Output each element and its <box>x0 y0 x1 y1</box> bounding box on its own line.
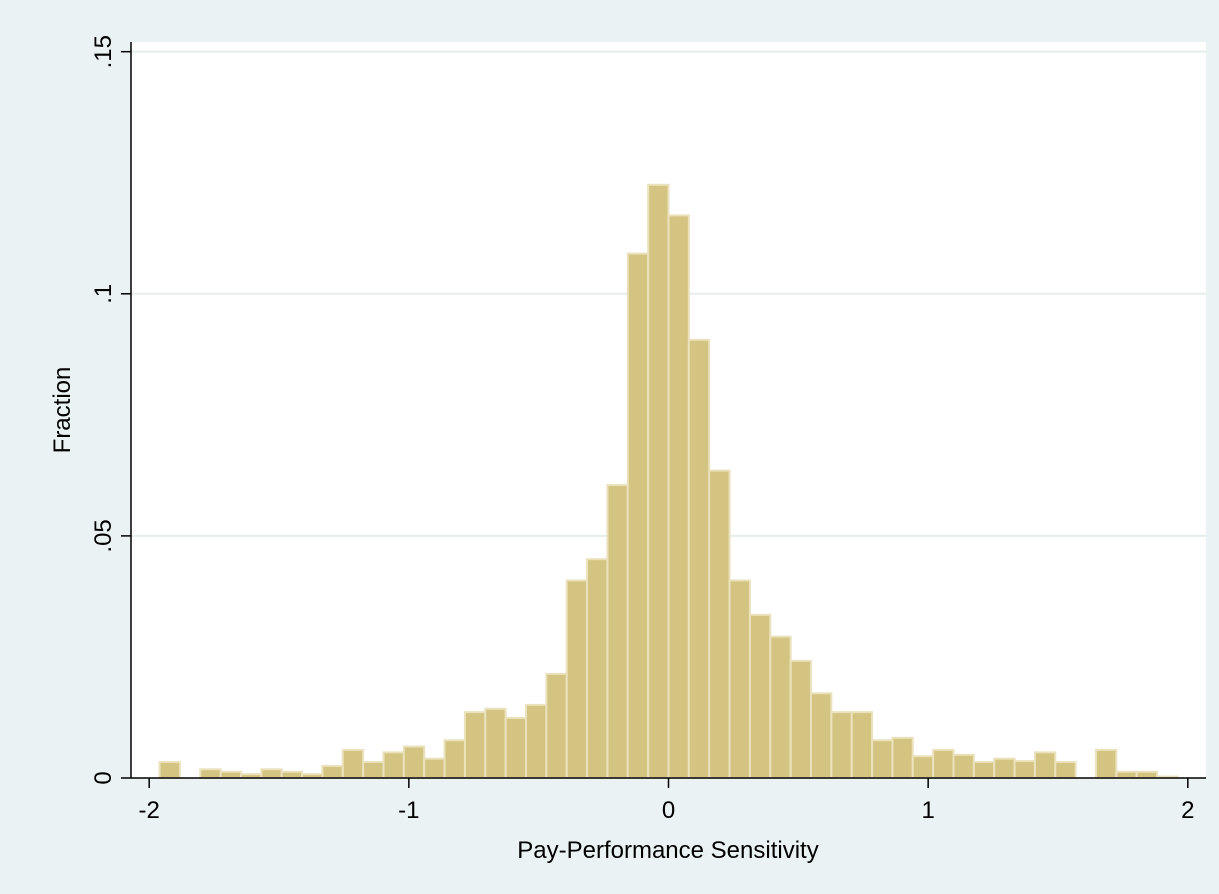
histogram-bar <box>687 338 711 779</box>
histogram-bar <box>1033 751 1057 780</box>
x-tick-label: -2 <box>139 797 160 824</box>
histogram-bar <box>830 711 853 779</box>
histogram-bar <box>748 613 772 779</box>
histogram-bar <box>972 761 996 780</box>
histogram-bar <box>1115 770 1138 779</box>
histogram-bar <box>362 761 385 780</box>
histogram-bar <box>158 761 181 780</box>
histogram-bar <box>484 707 507 779</box>
y-axis-title: Fraction <box>49 367 76 454</box>
histogram-bar <box>911 755 935 779</box>
histogram-bar <box>504 716 527 779</box>
histogram-bar <box>321 764 344 779</box>
x-axis-title: Pay-Performance Sensitivity <box>517 837 818 864</box>
histogram-bar <box>423 757 446 780</box>
histogram-bar <box>545 672 568 779</box>
histogram-bar <box>871 739 894 779</box>
y-tick-label: .05 <box>90 519 117 552</box>
x-tick-label: -1 <box>398 797 419 824</box>
histogram-bar <box>850 711 874 779</box>
histogram-bar <box>1135 770 1159 779</box>
x-tick-label: 1 <box>921 797 934 824</box>
histogram-bar <box>1013 760 1036 779</box>
histogram-bar <box>789 659 813 779</box>
histogram-bar <box>993 757 1016 780</box>
histogram-bar <box>626 252 650 780</box>
histogram-bar <box>219 770 242 779</box>
histogram-bar <box>606 484 629 779</box>
histogram-bar <box>443 739 466 779</box>
histogram-bar <box>728 579 751 779</box>
x-axis-ticks: -2 -1 0 1 2 <box>139 778 1195 824</box>
histogram-bar <box>199 768 222 780</box>
y-tick-label: .15 <box>90 35 117 68</box>
histogram-bar <box>932 748 955 779</box>
x-tick-label: 0 <box>662 797 675 824</box>
y-tick-label: 0 <box>90 771 117 784</box>
histogram-bar <box>260 768 283 780</box>
histogram-bar <box>1054 761 1077 780</box>
histogram-bar <box>382 751 405 780</box>
histogram-bar <box>463 711 487 779</box>
histogram-bar <box>891 736 914 780</box>
histogram-bar <box>280 770 304 779</box>
histogram-bar <box>341 748 365 779</box>
histogram-bar <box>1095 748 1118 779</box>
histogram-bar <box>708 469 731 779</box>
histogram-bar <box>524 703 548 780</box>
histogram-bar <box>667 214 690 780</box>
histogram-bar <box>586 558 609 779</box>
histogram-bar <box>810 692 833 780</box>
histogram-bar <box>402 745 426 779</box>
x-tick-label: 2 <box>1181 797 1194 824</box>
histogram-bar <box>647 183 670 779</box>
histogram-bar <box>565 579 589 779</box>
histogram-bar <box>769 635 792 780</box>
y-tick-label: .1 <box>90 284 117 304</box>
y-axis-ticks: 0 .05 .1 .15 <box>90 35 131 785</box>
histogram-bar <box>952 753 975 779</box>
